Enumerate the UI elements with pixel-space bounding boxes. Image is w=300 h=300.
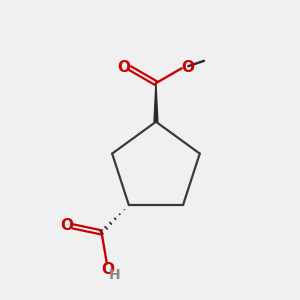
Text: H: H [109, 268, 120, 282]
Text: O: O [60, 218, 73, 233]
Text: O: O [181, 60, 194, 75]
Polygon shape [154, 83, 158, 122]
Text: O: O [101, 262, 114, 277]
Text: O: O [117, 60, 130, 75]
